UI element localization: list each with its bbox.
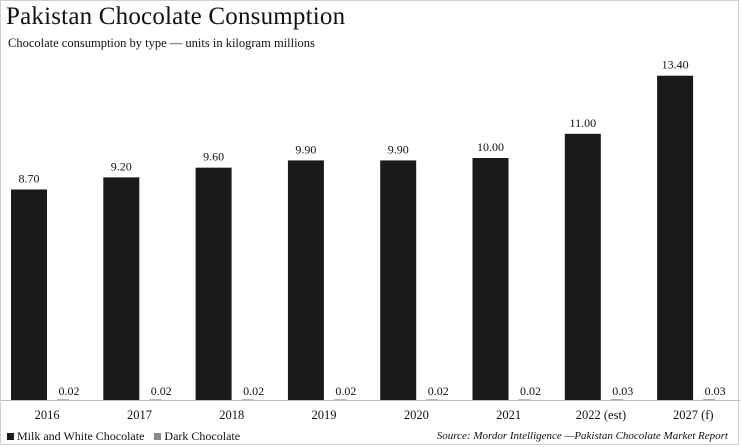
data-label-dark-1: 0.02 (151, 384, 172, 398)
data-label-dark-4: 0.02 (428, 384, 449, 398)
bar-milk-white-2 (195, 167, 232, 400)
data-label-milk-white-0: 8.70 (19, 171, 40, 185)
legend-swatch-dark (154, 433, 162, 440)
bar-milk-white-7 (657, 75, 694, 400)
x-tick-label-4: 2020 (404, 408, 429, 422)
data-label-milk-white-6: 11.00 (570, 116, 597, 130)
x-tick-label-0: 2016 (35, 408, 60, 422)
chart-title: Pakistan Chocolate Consumption (6, 3, 346, 30)
data-label-milk-white-5: 10.00 (477, 140, 504, 154)
bar-milk-white-4 (380, 160, 417, 400)
x-tick-label-2: 2018 (219, 408, 244, 422)
data-label-milk-white-2: 9.60 (203, 150, 224, 164)
data-label-dark-6: 0.03 (612, 384, 633, 398)
bar-chart: 8.70 0.02 2016 9.20 0.02 2017 9.60 0.02 2018 9.90… (1, 58, 740, 422)
data-label-milk-white-4: 9.90 (388, 142, 409, 156)
bar-dark-1 (149, 399, 162, 400)
legend: Milk and White Chocolate Dark Chocolate (7, 429, 250, 444)
data-label-dark-0: 0.02 (59, 384, 80, 398)
bar-dark-5 (518, 399, 531, 400)
data-label-milk-white-7: 13.40 (662, 58, 689, 72)
chart-subtitle: Chocolate consumption by type — units in… (8, 36, 315, 50)
x-tick-label-3: 2019 (312, 408, 337, 422)
legend-swatch-milk-white (7, 433, 14, 440)
bar-dark-0 (57, 399, 69, 400)
x-tick-label-5: 2021 (496, 408, 521, 422)
data-label-dark-7: 0.03 (705, 384, 726, 398)
x-tick-label-1: 2017 (127, 408, 152, 422)
bar-dark-7 (703, 399, 716, 400)
legend-item-milk-white: Milk and White Chocolate (7, 429, 144, 444)
data-label-milk-white-1: 9.20 (111, 159, 132, 173)
bar-milk-white-1 (103, 177, 140, 400)
bar-milk-white-6 (564, 133, 601, 401)
x-tick-label-6: 2022 (est) (576, 408, 626, 422)
data-label-dark-5: 0.02 (520, 384, 541, 398)
bar-dark-2 (241, 399, 254, 400)
bar-milk-white-3 (287, 160, 324, 400)
bar-dark-6 (610, 399, 623, 400)
bar-milk-white-5 (472, 158, 509, 400)
data-label-dark-3: 0.02 (335, 384, 356, 398)
bar-dark-4 (426, 399, 439, 400)
data-label-milk-white-3: 9.90 (295, 142, 316, 156)
bar-milk-white-0 (11, 189, 47, 400)
data-label-dark-2: 0.02 (243, 384, 264, 398)
source-note: Source: Mordor Intelligence —Pakistan Ch… (436, 430, 728, 442)
legend-item-dark: Dark Chocolate (154, 429, 240, 444)
x-tick-label-7: 2027 (f) (673, 408, 714, 422)
legend-label-milk-white: Milk and White Chocolate (17, 429, 145, 443)
legend-label-dark: Dark Chocolate (164, 429, 241, 443)
bar-dark-3 (333, 399, 346, 400)
